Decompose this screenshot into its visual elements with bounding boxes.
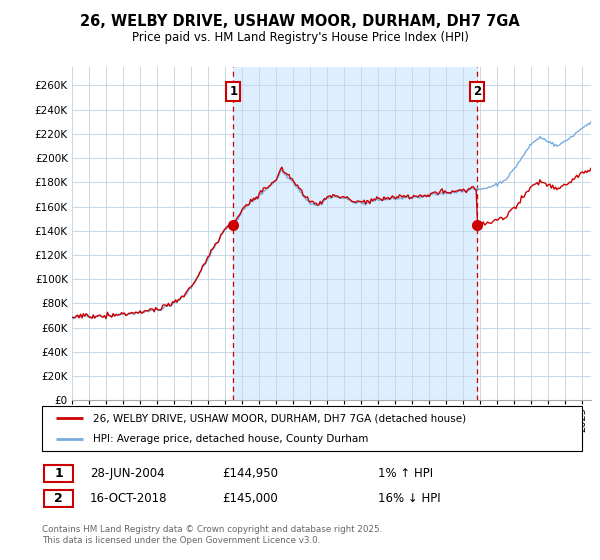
Bar [233,67,477,400]
Text: 2: 2 [54,492,63,505]
Text: Contains HM Land Registry data © Crown copyright and database right 2025.
This d: Contains HM Land Registry data © Crown c… [42,525,382,545]
Text: 2: 2 [473,85,481,98]
Text: £144,950: £144,950 [222,466,278,480]
Text: 1% ↑ HPI: 1% ↑ HPI [378,466,433,480]
Text: 26, WELBY DRIVE, USHAW MOOR, DURHAM, DH7 7GA (detached house): 26, WELBY DRIVE, USHAW MOOR, DURHAM, DH7… [94,413,466,423]
Text: HPI: Average price, detached house, County Durham: HPI: Average price, detached house, Coun… [94,433,368,444]
Text: Price paid vs. HM Land Registry's House Price Index (HPI): Price paid vs. HM Land Registry's House … [131,31,469,44]
Bar [44,465,73,482]
Text: 1: 1 [229,85,238,98]
Text: 28-JUN-2004: 28-JUN-2004 [90,466,164,480]
Text: 16% ↓ HPI: 16% ↓ HPI [378,492,440,505]
Text: 16-OCT-2018: 16-OCT-2018 [90,492,167,505]
Text: 26, WELBY DRIVE, USHAW MOOR, DURHAM, DH7 7GA: 26, WELBY DRIVE, USHAW MOOR, DURHAM, DH7… [80,14,520,29]
Bar [44,490,73,507]
Text: 1: 1 [54,466,63,480]
Text: £145,000: £145,000 [222,492,278,505]
